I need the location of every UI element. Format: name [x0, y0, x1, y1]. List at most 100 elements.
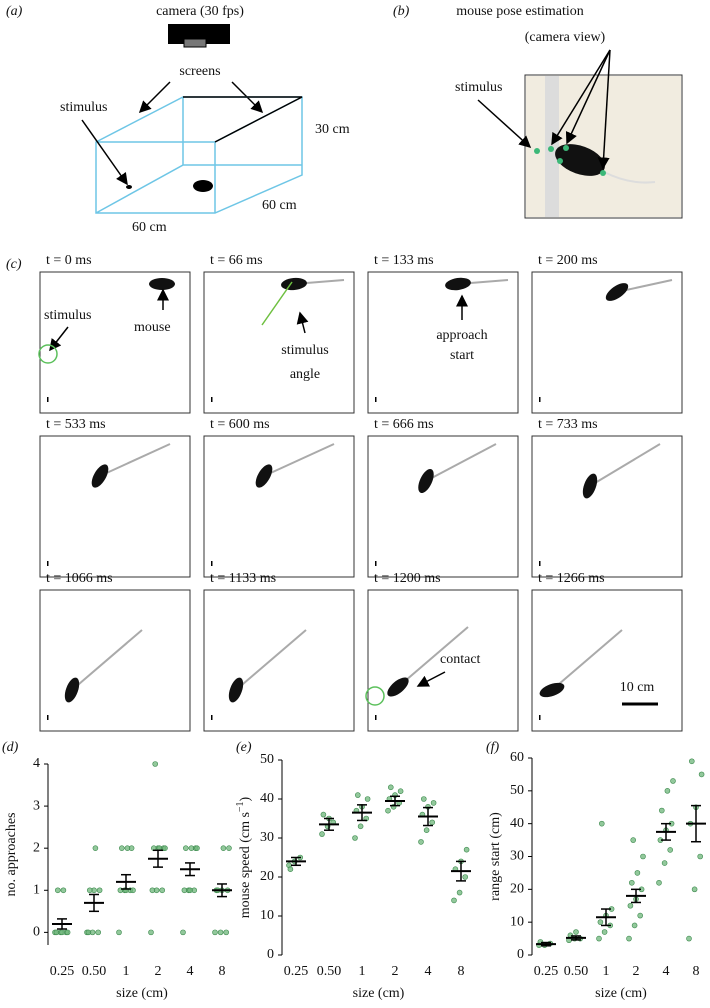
- subtitle: (camera view): [525, 30, 606, 45]
- x-tick-label: 0.50: [82, 964, 107, 979]
- y-tick-label: 0: [267, 947, 274, 962]
- data-point: [54, 887, 61, 894]
- data-point: [159, 887, 165, 894]
- contact-label: contact: [440, 652, 481, 667]
- data-point: [119, 845, 125, 851]
- stimulus: [47, 715, 49, 720]
- frame-time: t = 666 ms: [374, 417, 434, 432]
- data-point: [96, 887, 103, 894]
- data-point: [152, 761, 158, 767]
- pose-point: [557, 158, 563, 164]
- y-tick-label: 20: [510, 882, 524, 897]
- frame: [531, 435, 683, 578]
- frame: [203, 589, 355, 732]
- data-point: [385, 807, 391, 814]
- panel-label: (c): [6, 257, 22, 272]
- frame-time: t = 200 ms: [538, 253, 598, 268]
- data-point: [664, 788, 671, 794]
- x-tick-label: 0.25: [534, 964, 559, 979]
- data-point: [212, 929, 218, 936]
- y-tick-label: 10: [260, 908, 274, 923]
- mouse-label: mouse: [134, 320, 171, 335]
- data-point: [183, 845, 189, 851]
- arrow: [416, 671, 446, 687]
- data-point: [116, 929, 122, 936]
- data-point: [418, 839, 424, 845]
- angle-label: angle: [290, 367, 320, 382]
- stimulus-label: stimulus: [455, 80, 502, 95]
- frame: [203, 435, 355, 578]
- mouse: [193, 180, 213, 192]
- arrow: [551, 49, 611, 146]
- x-tick-label: 4: [425, 964, 432, 979]
- frame: [367, 435, 519, 578]
- y-axis-label-text: mouse speed (cm s: [238, 812, 253, 918]
- pose-point: [600, 170, 606, 176]
- y-tick-label: 30: [260, 830, 274, 845]
- y-tick-label: 3: [33, 798, 40, 813]
- stimulus: [539, 561, 541, 566]
- tail: [603, 171, 656, 184]
- x-tick-label: 0.50: [564, 964, 589, 979]
- data-point: [423, 827, 430, 834]
- data-point: [194, 845, 200, 851]
- stimulus: [375, 397, 377, 402]
- data-point: [631, 922, 638, 929]
- data-point: [223, 929, 229, 936]
- data-point: [53, 929, 60, 936]
- angle-label: stimulus: [281, 343, 328, 358]
- trajectory: [425, 443, 497, 482]
- data-point: [162, 845, 168, 851]
- frame-time: t = 0 ms: [46, 253, 92, 268]
- y-tick-label: 40: [260, 791, 274, 806]
- frame: [531, 589, 683, 732]
- data-point: [387, 784, 394, 791]
- panel-c: (c) t = 0 ms t = 66 ms t = 133 ms t = 200 m…: [6, 253, 683, 732]
- data-point: [429, 819, 436, 826]
- frame-time: t = 1266 ms: [538, 571, 605, 586]
- data-point: [630, 837, 637, 843]
- x-tick-label: 2: [633, 964, 640, 979]
- data-point: [357, 823, 364, 830]
- arrow: [81, 119, 128, 186]
- stimulus-highlight: [38, 344, 58, 364]
- data-point: [626, 935, 632, 942]
- x-tick-label: 4: [663, 964, 670, 979]
- camera-lens: [183, 38, 207, 48]
- data-point: [130, 887, 136, 894]
- data-point: [691, 886, 698, 893]
- y-tick-label: 20: [260, 869, 274, 884]
- data-point: [601, 929, 608, 935]
- frame: [367, 589, 519, 732]
- stimulus: [211, 397, 213, 402]
- trajectory: [551, 629, 623, 691]
- stimulus-label: stimulus: [44, 308, 91, 323]
- stimulus: [211, 561, 213, 566]
- x-tick-label: 0.50: [317, 964, 342, 979]
- data-point: [637, 912, 644, 919]
- x-tick-label: 0.25: [50, 964, 75, 979]
- depth-label: 60 cm: [262, 198, 297, 213]
- data-point: [420, 796, 427, 802]
- stimulus: [375, 561, 377, 566]
- data-point: [149, 887, 156, 894]
- data-point: [364, 796, 371, 802]
- data-point: [217, 929, 224, 936]
- camera-label: camera (30 fps): [156, 4, 244, 19]
- frame-time: t = 1200 ms: [374, 571, 441, 586]
- contact-highlight: [365, 686, 385, 706]
- data-point: [87, 887, 93, 894]
- x-tick-label: 8: [693, 964, 700, 979]
- panel-label: (f): [486, 740, 500, 755]
- panel-label: (b): [393, 4, 410, 19]
- panel-b: (b) mouse pose estimation (camera view) …: [393, 4, 683, 219]
- y-axis-label: range start (cm): [488, 812, 503, 901]
- y-tick-label: 50: [510, 783, 524, 798]
- y-axis-label-end: ): [238, 796, 253, 801]
- stimulus: [47, 561, 49, 566]
- x-axis-label: size (cm): [595, 986, 647, 1001]
- arena: [95, 96, 303, 214]
- x-axis-label: size (cm): [116, 986, 168, 1001]
- data-point: [661, 860, 668, 866]
